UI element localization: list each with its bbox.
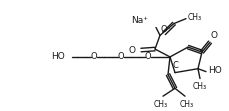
Text: O: O xyxy=(90,52,97,61)
Text: HO: HO xyxy=(207,66,221,75)
Text: O: O xyxy=(210,31,217,40)
Text: CH₃: CH₃ xyxy=(187,13,201,22)
Text: O: O xyxy=(128,46,135,55)
Text: CH₃: CH₃ xyxy=(179,100,193,109)
Text: CH₃: CH₃ xyxy=(192,82,206,91)
Text: O⁻: O⁻ xyxy=(160,25,171,34)
Text: O: O xyxy=(117,52,124,61)
Text: HO: HO xyxy=(51,52,65,61)
Text: CH₃: CH₃ xyxy=(153,100,167,109)
Text: Na⁺: Na⁺ xyxy=(131,16,147,25)
Text: O: O xyxy=(144,52,151,61)
Text: C: C xyxy=(172,61,178,70)
